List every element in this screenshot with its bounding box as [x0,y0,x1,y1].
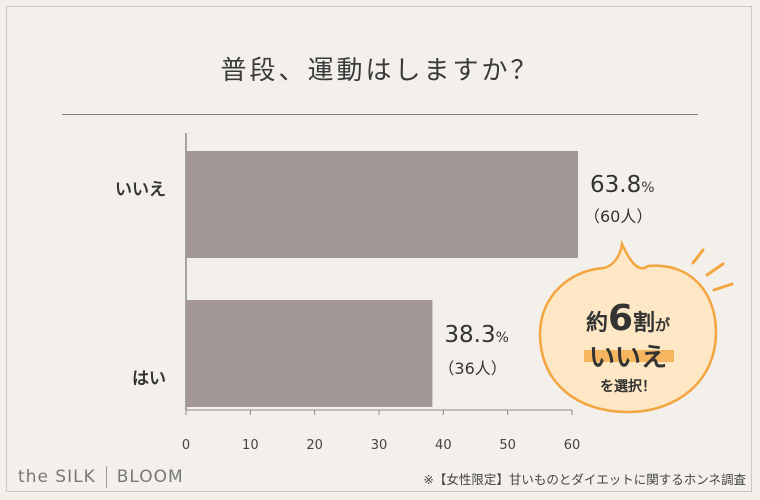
bar-iie [186,151,578,258]
source-note: ※【女性限定】甘いものとダイエットに関するホンネ調査 [423,472,746,487]
x-tick-label: 0 [182,438,190,453]
category-label-iie: いいえ [115,180,166,200]
x-tick-label: 30 [371,438,388,453]
brand-separator [105,466,107,488]
count-label-iie: （60人） [584,207,652,226]
outer-frame [6,6,752,492]
x-tick-label: 50 [499,438,516,453]
x-tick-group: 0 10 20 30 40 50 60 [182,410,580,453]
emphasis-stroke [705,262,725,277]
brand-logo: the SILK BLOOM [18,466,184,488]
callout-line-1: 約6割が [586,298,671,339]
callout-shape [538,239,718,414]
count-label-hai: （36人） [438,359,506,378]
category-label-hai: はい [132,369,166,389]
chart-title: 普段、運動はしますか？ [220,56,540,86]
x-tick-label: 20 [306,438,323,453]
x-tick-label: 40 [435,438,452,453]
value-label-hai: 38.3% [444,322,509,348]
brand-name-right: BLOOM [116,467,184,487]
callout-highlight [584,350,674,362]
callout-bubble: 約6割が いいえ を選択！ [538,239,734,414]
x-tick-label: 60 [564,438,581,453]
emphasis-stroke [691,248,705,265]
callout-line-2: いいえ [589,343,667,373]
x-tick-label: 10 [242,438,259,453]
title-divider [62,114,698,115]
callout-line-3: を選択！ [600,378,656,395]
value-label-iie: 63.8% [590,172,655,198]
bar-hai [186,300,433,407]
brand-name-left: the SILK [18,467,96,487]
emphasis-stroke [712,282,734,292]
